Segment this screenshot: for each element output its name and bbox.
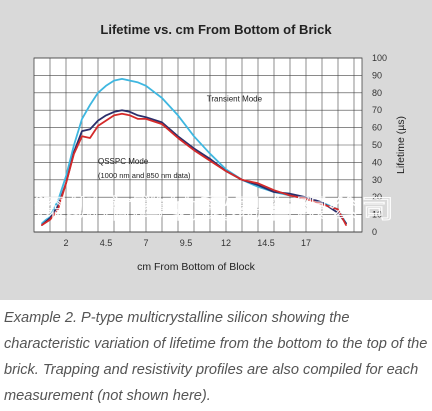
y-tick-label: 90 [372, 70, 382, 80]
chart-title: Lifetime vs. cm From Bottom of Brick [100, 22, 332, 37]
x-tick-label: 17 [301, 238, 311, 248]
x-tick-labels: 2 4.5 7 9.5 12 14.5 17 [63, 238, 311, 248]
annotation-qsspc-subtitle: (1000 nm and 850 nm data) [98, 171, 191, 180]
y-tick-label: 60 [372, 123, 382, 133]
y-tick-label: 0 [372, 227, 377, 237]
x-axis-label: cm From Bottom of Block [137, 261, 256, 273]
y-tick-label: 20 [372, 192, 382, 202]
series-line [41, 112, 347, 226]
y-tick-label: 70 [372, 105, 382, 115]
lifetime-chart: 2 4.5 7 9.5 12 14.5 17 0102030405060708090100 … [33, 22, 407, 273]
y-tick-label: 40 [372, 157, 382, 167]
plot-frame [33, 57, 363, 233]
watermark-text: 深圳市腾纳贸易有限公司 [34, 195, 394, 225]
y-tick-labels: 0 10 20 30 40 50 60 70 80 90 100 [372, 53, 387, 237]
figure-caption: Example 2. P-type multicrystalline silic… [4, 310, 428, 404]
y-tick-label: 50 [372, 140, 382, 150]
y-tick-label: 30 [372, 175, 382, 185]
annotation-qsspc-mode: QSSPC Mode [98, 157, 149, 166]
x-tick-label: 12 [221, 238, 231, 248]
y-axis-label: Lifetime (µs) [395, 116, 407, 174]
y-tick-label: 100 [372, 53, 387, 63]
x-tick-label: 14.5 [257, 238, 275, 248]
y-tick-label: 10 [372, 210, 382, 220]
x-tick-label: 4.5 [100, 238, 113, 248]
annotation-transient-mode: Transient Mode [207, 95, 263, 104]
x-tick-label: 7 [143, 238, 148, 248]
y-tick-label: 80 [372, 88, 382, 98]
x-tick-label: 9.5 [180, 238, 193, 248]
series-lines [41, 78, 347, 226]
x-tick-label: 2 [63, 238, 68, 248]
grid-lines [33, 57, 363, 233]
